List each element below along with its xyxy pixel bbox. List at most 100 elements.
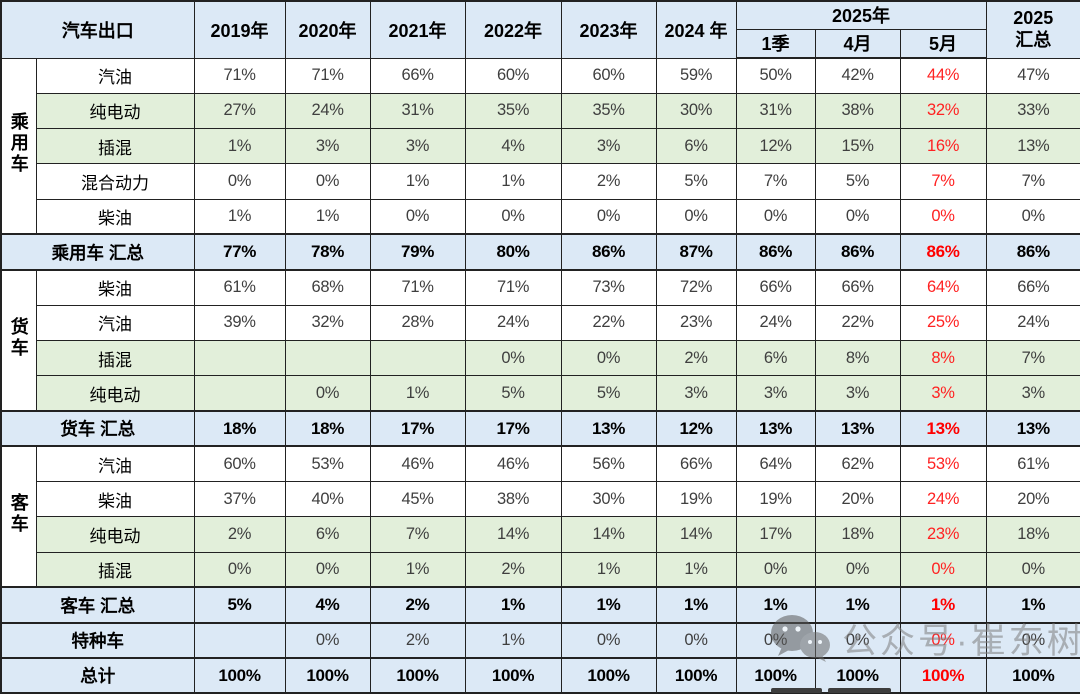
value-cell bbox=[284, 339, 371, 377]
value-cell: 2% bbox=[560, 163, 657, 200]
value-cell: 27% bbox=[193, 92, 286, 130]
data-row: 纯电动 27% 24% 31% 35% 35% 30% 31% 38% 32% 33% bbox=[1, 92, 1080, 130]
value-cell: 20% bbox=[985, 481, 1080, 518]
data-row: 柴油 37% 40% 45% 38% 30% 19% 19% 20% 24% 20% bbox=[1, 481, 1080, 518]
value-cell: 1% bbox=[464, 163, 562, 200]
data-row: 混合动力 0% 0% 1% 1% 2% 5% 7% 5% 7% 7% bbox=[1, 163, 1080, 200]
row-label: 汽油 bbox=[35, 304, 195, 341]
value-cell: 12% bbox=[735, 128, 816, 165]
table-header: 汽车出口 2019年 2020年 2021年 2022年 2023年 2024 … bbox=[0, 0, 1080, 59]
value-cell: 8% bbox=[899, 339, 987, 377]
scrollbar-thumb[interactable] bbox=[828, 688, 891, 693]
col-header-q1: 1季 bbox=[735, 28, 816, 59]
value-cell: 61% bbox=[985, 445, 1080, 483]
value-cell: 6% bbox=[284, 516, 371, 553]
value-cell: 100% bbox=[284, 657, 371, 694]
value-cell: 66% bbox=[655, 445, 737, 483]
value-cell: 31% bbox=[735, 92, 816, 130]
value-cell: 35% bbox=[464, 92, 562, 130]
value-cell: 73% bbox=[560, 269, 657, 306]
value-cell: 24% bbox=[464, 304, 562, 341]
value-cell: 0% bbox=[560, 198, 657, 235]
value-cell: 62% bbox=[814, 445, 901, 483]
value-cell: 100% bbox=[655, 657, 737, 694]
value-cell: 3% bbox=[814, 375, 901, 412]
value-cell: 0% bbox=[814, 621, 901, 660]
value-cell: 87% bbox=[655, 233, 737, 271]
value-cell: 100% bbox=[560, 657, 657, 694]
value-cell: 13% bbox=[985, 409, 1080, 448]
value-cell: 1% bbox=[814, 586, 901, 624]
value-cell: 2% bbox=[193, 516, 286, 553]
data-row: 客车 汽油 60% 53% 46% 46% 56% 66% 64% 62% 53% 61% bbox=[0, 445, 1080, 588]
row-label: 柴油 bbox=[35, 269, 195, 306]
value-cell: 5% bbox=[560, 375, 657, 412]
value-cell: 66% bbox=[814, 269, 901, 306]
value-cell: 0% bbox=[464, 198, 562, 235]
value-cell: 0% bbox=[284, 621, 371, 660]
value-cell: 1% bbox=[284, 198, 371, 235]
value-cell: 1% bbox=[560, 551, 657, 588]
value-cell: 6% bbox=[655, 128, 737, 165]
row-label: 纯电动 bbox=[35, 375, 195, 412]
col-header-2024: 2024 年 bbox=[655, 0, 737, 59]
value-cell: 71% bbox=[284, 57, 371, 94]
col-header-april: 4月 bbox=[814, 28, 901, 59]
col-header-2020: 2020年 bbox=[284, 0, 371, 59]
value-cell: 14% bbox=[464, 516, 562, 553]
value-cell: 68% bbox=[284, 269, 371, 306]
value-cell: 32% bbox=[899, 92, 987, 130]
value-cell: 66% bbox=[369, 57, 466, 94]
value-cell: 25% bbox=[899, 304, 987, 341]
value-cell: 19% bbox=[735, 481, 816, 518]
value-cell bbox=[193, 375, 286, 412]
value-cell: 0% bbox=[735, 621, 816, 660]
value-cell: 60% bbox=[560, 57, 657, 94]
summary-row: 客车 汇总 5% 4% 2% 1% 1% 1% 1% 1% 1% 1% bbox=[0, 586, 1080, 624]
row-label: 特种车 bbox=[0, 621, 195, 660]
data-row: 插混 0% 0% 1% 2% 1% 1% 0% 0% 0% 0% bbox=[1, 551, 1080, 588]
value-cell: 60% bbox=[193, 445, 286, 483]
value-cell: 66% bbox=[985, 269, 1080, 306]
value-cell: 1% bbox=[655, 586, 737, 624]
col-header-2023: 2023年 bbox=[560, 0, 657, 59]
value-cell: 47% bbox=[985, 57, 1080, 94]
value-cell: 56% bbox=[560, 445, 657, 483]
value-cell: 50% bbox=[735, 57, 816, 94]
value-cell: 0% bbox=[735, 198, 816, 235]
row-label: 汽油 bbox=[35, 57, 195, 94]
value-cell: 61% bbox=[193, 269, 286, 306]
data-row: 货车 柴油 61% 68% 71% 71% 73% 72% 66% 66% 64% 66% bbox=[0, 269, 1080, 412]
value-cell: 16% bbox=[899, 128, 987, 165]
data-row: 柴油 1% 1% 0% 0% 0% 0% 0% 0% 0% 0% bbox=[1, 198, 1080, 235]
value-cell: 1% bbox=[985, 586, 1080, 624]
row-label: 总计 bbox=[0, 657, 195, 694]
value-cell: 0% bbox=[560, 621, 657, 660]
value-cell: 2% bbox=[369, 621, 466, 660]
scrollbar-thumb[interactable] bbox=[771, 688, 822, 693]
value-cell: 0% bbox=[899, 198, 987, 235]
value-cell: 5% bbox=[464, 375, 562, 412]
value-cell: 5% bbox=[814, 163, 901, 200]
value-cell: 0% bbox=[193, 551, 286, 588]
row-label: 柴油 bbox=[35, 481, 195, 518]
value-cell: 30% bbox=[655, 92, 737, 130]
value-cell: 86% bbox=[560, 233, 657, 271]
row-label: 插混 bbox=[35, 339, 195, 377]
value-cell: 4% bbox=[284, 586, 371, 624]
value-cell: 33% bbox=[985, 92, 1080, 130]
row-label: 插混 bbox=[35, 551, 195, 588]
value-cell: 3% bbox=[284, 128, 371, 165]
value-cell: 3% bbox=[560, 128, 657, 165]
value-cell: 1% bbox=[193, 128, 286, 165]
value-cell: 0% bbox=[369, 198, 466, 235]
col-header-2022: 2022年 bbox=[464, 0, 562, 59]
data-row: 插混 0% 0% 2% 6% 8% 8% 7% bbox=[1, 339, 1080, 377]
value-cell: 0% bbox=[193, 163, 286, 200]
value-cell: 53% bbox=[899, 445, 987, 483]
col-header-2025-total: 2025 汇总 bbox=[985, 0, 1080, 59]
value-cell: 80% bbox=[464, 233, 562, 271]
value-cell: 100% bbox=[735, 657, 816, 694]
value-cell: 1% bbox=[369, 163, 466, 200]
vehicle-group-label: 客车 bbox=[0, 445, 37, 588]
